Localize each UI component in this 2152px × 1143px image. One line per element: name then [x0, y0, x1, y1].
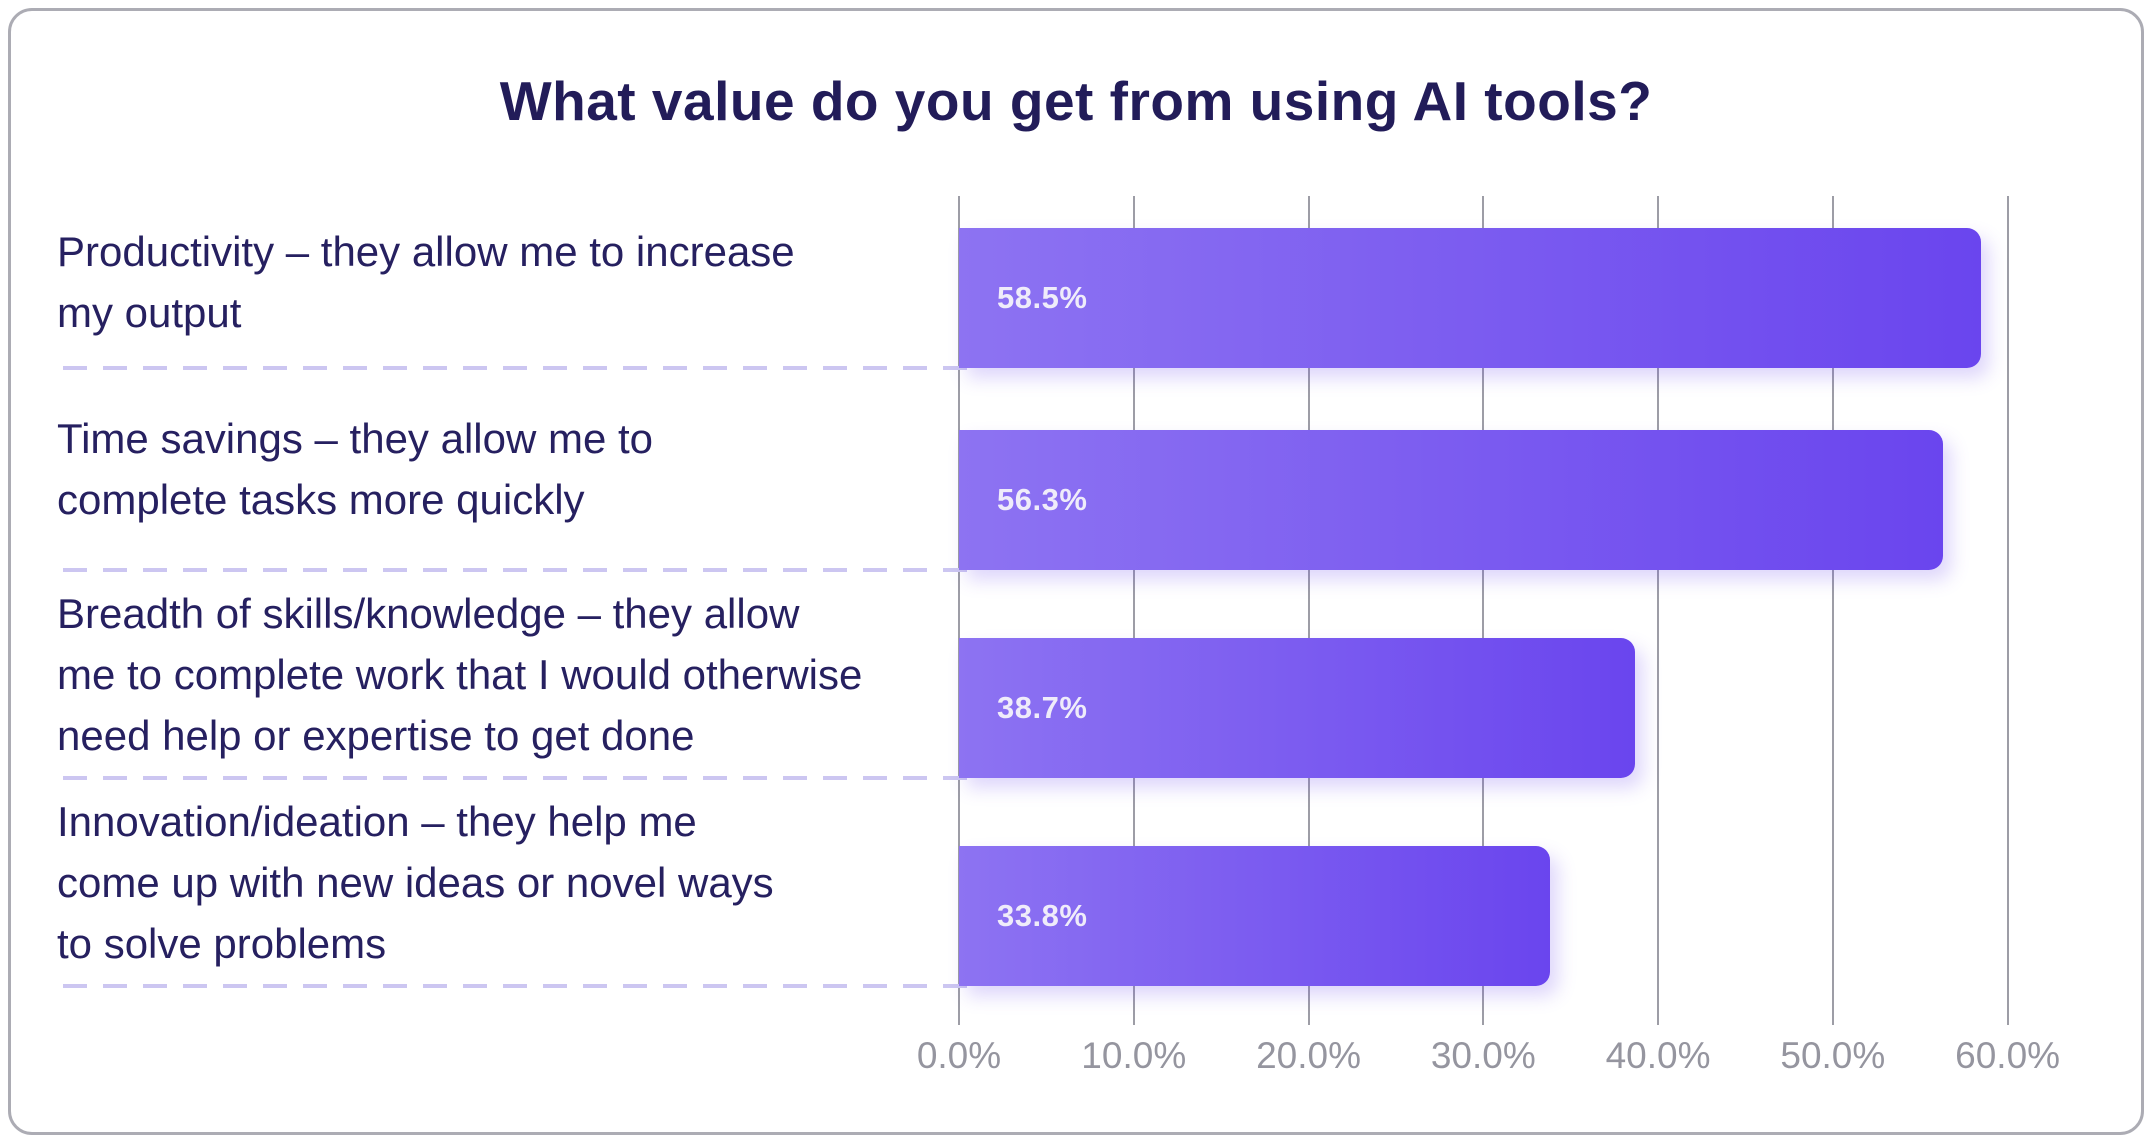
category-label-cell: Productivity – they allow me to increase…	[57, 196, 967, 370]
dashed-separator	[63, 776, 967, 780]
bar-zone: 56.3%	[959, 368, 2088, 570]
bar-row: Innovation/ideation – they help me come …	[57, 778, 2088, 988]
bar-row: Productivity – they allow me to increase…	[57, 196, 2088, 370]
x-axis: 0.0% 10.0% 20.0% 30.0% 40.0% 50.0% 60.0%	[917, 1035, 2088, 1085]
dashed-separator	[63, 366, 967, 370]
bar-value-label: 38.7%	[997, 690, 1088, 725]
bar: 38.7%	[959, 638, 1636, 778]
x-tick-label: 0.0%	[916, 1035, 1002, 1076]
category-label: Productivity – they allow me to increase…	[57, 228, 795, 336]
bar-zone: 38.7%	[959, 570, 2088, 778]
category-label: Innovation/ideation – they help me come …	[57, 797, 774, 967]
category-label-cell: Time savings – they allow me to complete…	[57, 368, 967, 572]
dashed-separator	[63, 568, 967, 572]
bar-row: Breadth of skills/knowledge – they allow…	[57, 570, 2088, 780]
plot-area	[958, 196, 2088, 1025]
bar-value-label: 33.8%	[997, 898, 1088, 933]
chart-card: What value do you get from using AI tool…	[8, 8, 2144, 1135]
bar: 33.8%	[959, 846, 1550, 986]
bar-zone: 58.5%	[959, 196, 2088, 368]
bar-value-label: 56.3%	[997, 482, 1088, 517]
gridline	[958, 196, 960, 1025]
x-tick-label: 30.0%	[1430, 1035, 1536, 1076]
gridline	[1657, 196, 1660, 1025]
x-tick-label: 40.0%	[1605, 1035, 1711, 1076]
x-tick-label: 10.0%	[1081, 1035, 1187, 1076]
bar-zone: 33.8%	[959, 778, 2088, 986]
bar: 58.5%	[959, 228, 1982, 368]
category-label-cell: Breadth of skills/knowledge – they allow…	[57, 570, 967, 780]
x-tick-label: 60.0%	[1955, 1035, 2061, 1076]
gridline	[1482, 196, 1485, 1025]
category-label: Breadth of skills/knowledge – they allow…	[57, 589, 863, 759]
category-label: Time savings – they allow me to complete…	[57, 415, 654, 523]
dashed-separator	[63, 984, 967, 988]
bar-rows: Productivity – they allow me to increase…	[57, 196, 2088, 988]
chart-title: What value do you get from using AI tool…	[499, 70, 1653, 132]
bar-value-label: 58.5%	[997, 280, 1088, 315]
gridline	[2006, 196, 2009, 1025]
bar: 56.3%	[959, 430, 1943, 570]
category-label-cell: Innovation/ideation – they help me come …	[57, 778, 967, 988]
gridline	[1831, 196, 1834, 1025]
x-tick-label: 50.0%	[1780, 1035, 1886, 1076]
gridline	[1307, 196, 1310, 1025]
x-tick-label: 20.0%	[1256, 1035, 1361, 1076]
gridline	[1132, 196, 1135, 1025]
bar-row: Time savings – they allow me to complete…	[57, 368, 2088, 572]
